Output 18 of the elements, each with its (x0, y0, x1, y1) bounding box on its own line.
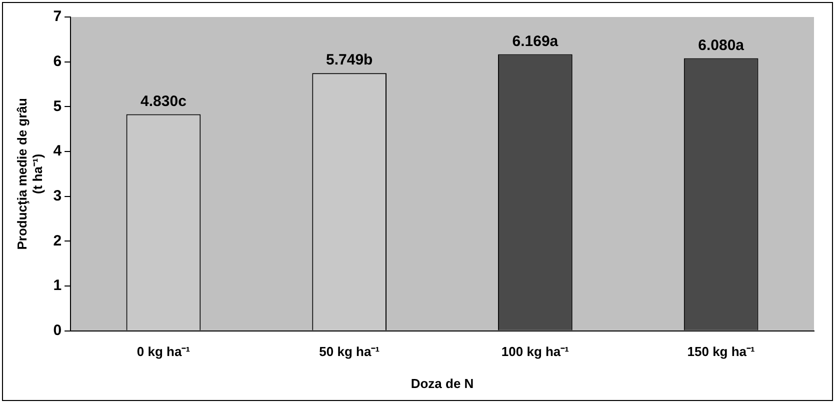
y-tick-label: 7 (53, 8, 62, 26)
x-tick-label: 0 kg ha⁻¹ (136, 344, 190, 360)
y-tick-label: 4 (53, 142, 62, 160)
x-tick-label: 100 kg ha⁻¹ (501, 344, 569, 360)
data-label: 5.749b (326, 52, 373, 69)
data-label: 6.169a (512, 32, 559, 50)
y-tick-label: 1 (53, 277, 62, 294)
x-axis-title: Doza de N (410, 376, 474, 391)
y-tick-label: 6 (53, 52, 62, 70)
y-tick-label: 3 (53, 187, 62, 204)
y-tick-label: 0 (53, 322, 62, 339)
x-tick-label: 50 kg ha⁻¹ (319, 344, 380, 360)
data-label: 6.080a (698, 36, 745, 54)
y-axis-title: Producţia medie de grâu (t ha⁻¹) (14, 98, 45, 250)
x-tick-label: 150 kg ha⁻¹ (687, 344, 755, 360)
y-tick-label: 2 (53, 232, 62, 250)
y-tick-label: 5 (53, 98, 62, 115)
data-label: 4.830c (140, 92, 186, 110)
